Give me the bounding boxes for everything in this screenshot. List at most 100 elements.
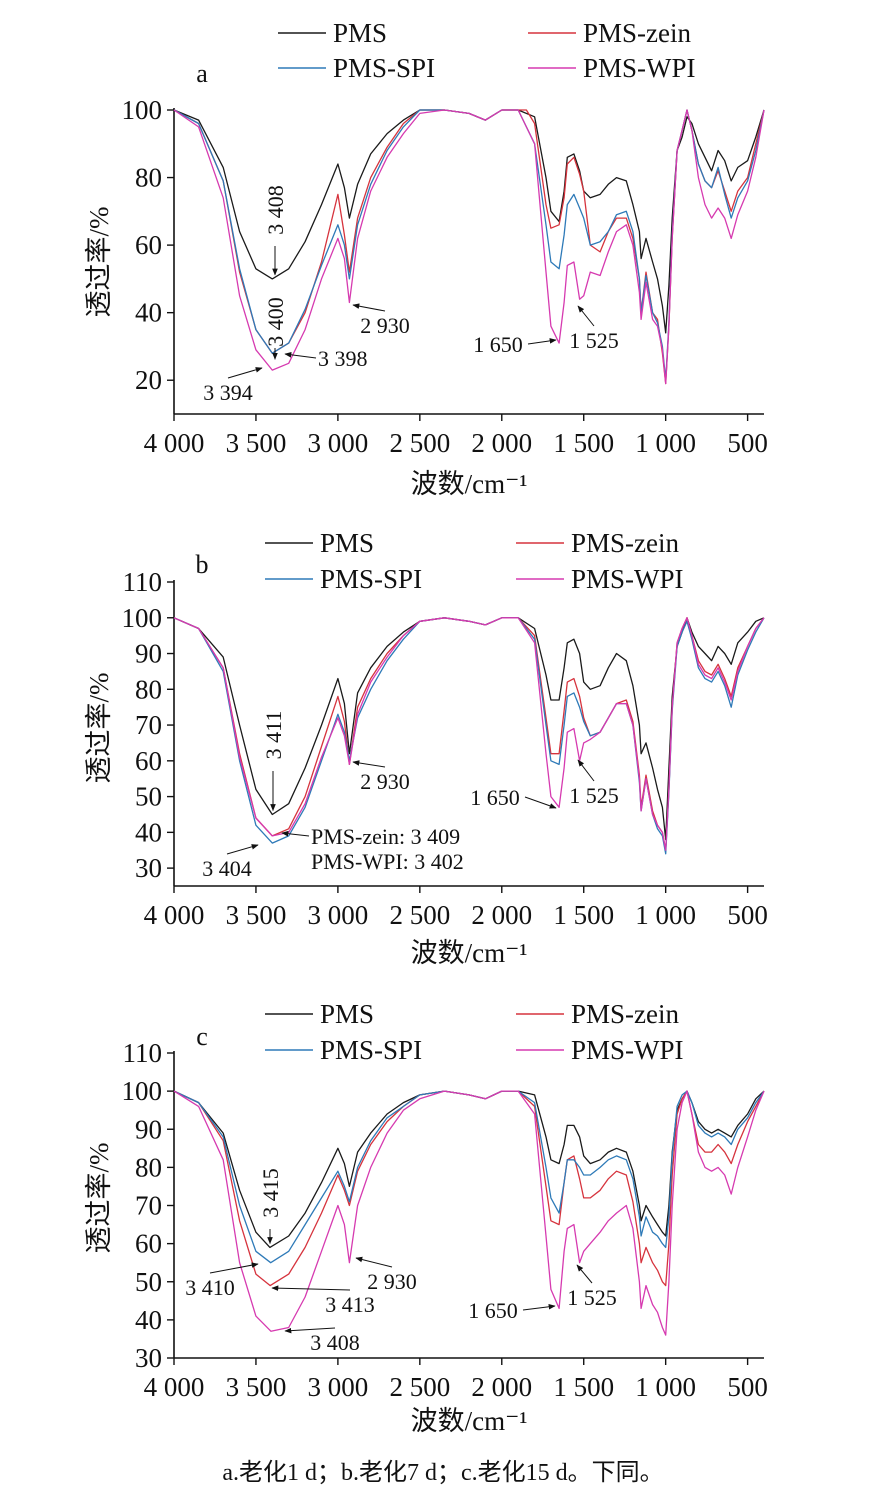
legend-item: PMS-zein [516, 528, 680, 558]
x-tick-label: 3 000 [308, 1372, 369, 1402]
y-tick-label: 50 [135, 1267, 162, 1297]
annotation: 3 413 [271, 1285, 375, 1317]
annotation-label: PMS-zein: 3 409 [311, 824, 460, 849]
legend-item: PMS-SPI [265, 564, 422, 594]
y-tick-label: 110 [123, 567, 163, 597]
legend-label: PMS-SPI [333, 53, 435, 83]
annotation: 3 400 [263, 297, 288, 360]
annotation-label: 1 525 [569, 328, 619, 353]
annotation: 3 410 [185, 1262, 259, 1300]
y-tick-label: 80 [135, 1152, 162, 1182]
y-axis-title: 透过率/% [84, 1143, 114, 1254]
legend-item: PMS [265, 999, 374, 1029]
annotation-arrow [209, 1262, 259, 1274]
y-tick-label: 30 [135, 1343, 162, 1373]
annotation-arrow [355, 1256, 393, 1268]
x-tick-label: 2 000 [471, 428, 532, 458]
annotation-label: 3 411 [261, 711, 286, 760]
annotation-label: 3 413 [325, 1292, 375, 1317]
y-tick-label: 20 [135, 365, 162, 395]
x-tick-label: 4 000 [144, 900, 205, 930]
annotation-arrow [577, 759, 595, 782]
annotation-label: 2 930 [367, 1269, 417, 1294]
annotation-label: 3 398 [318, 346, 368, 371]
annotation-arrow [527, 338, 557, 345]
x-tick-label: 1 000 [635, 900, 696, 930]
legend-item: PMS-SPI [278, 53, 435, 83]
annotation-label: 2 930 [360, 313, 410, 338]
annotation-label: 3 408 [263, 185, 288, 235]
annotation-arrow [281, 830, 310, 837]
x-axis-title: 波数/cm⁻¹ [411, 1406, 528, 1436]
panel-label: a [196, 59, 208, 88]
y-tick-label: 100 [122, 95, 163, 125]
series-line-pms-spi [173, 1090, 765, 1264]
annotation: 2 930 [355, 1256, 417, 1294]
x-tick-label: 1 000 [635, 1372, 696, 1402]
y-tick-label: 60 [135, 746, 162, 776]
y-tick-label: 70 [135, 1191, 162, 1221]
x-tick-label: 3 000 [308, 900, 369, 930]
annotation-arrow [352, 303, 386, 312]
y-tick-label: 30 [135, 853, 162, 883]
x-tick-label: 1 500 [553, 1372, 614, 1402]
x-tick-label: 1 000 [635, 428, 696, 458]
legend-item: PMS-WPI [528, 53, 696, 83]
series-line-pms [173, 617, 765, 841]
annotation-arrow [577, 305, 595, 327]
x-tick-label: 500 [727, 428, 768, 458]
panel-label: c [196, 1022, 208, 1051]
x-tick-label: 500 [727, 1372, 768, 1402]
legend-label: PMS [320, 999, 374, 1029]
annotation-label: 3 408 [310, 1330, 360, 1355]
annotation-label: 3 400 [263, 297, 288, 347]
annotation: PMS-zein: 3 409 [281, 824, 460, 849]
annotation-label: 1 650 [468, 1298, 518, 1323]
legend-item: PMS-WPI [516, 564, 684, 594]
legend-item: PMS [278, 18, 387, 48]
x-tick-label: 3 500 [226, 428, 287, 458]
annotation: 1 650 [470, 785, 557, 810]
y-tick-label: 40 [135, 817, 162, 847]
y-tick-label: 60 [135, 230, 162, 260]
x-tick-label: 2 500 [389, 1372, 450, 1402]
legend-label: PMS-SPI [320, 564, 422, 594]
panel-b: 4 000 3 500 3 000 2 500 2 000 1 500 1 000 500 30… [84, 528, 768, 968]
x-tick-label: 4 000 [144, 1372, 205, 1402]
y-tick-label: 40 [135, 298, 162, 328]
annotation-arrow [284, 1327, 336, 1334]
panel-label: b [196, 550, 209, 579]
annotation-label: 1 525 [567, 1285, 617, 1310]
y-tick-label: 60 [135, 1229, 162, 1259]
y-tick-label: 90 [135, 639, 162, 669]
x-tick-label: 3 500 [226, 900, 287, 930]
legend-item: PMS-SPI [265, 1035, 422, 1065]
annotation-label: PMS-WPI: 3 402 [311, 849, 464, 874]
series-line-pms-spi [173, 617, 765, 855]
series-line-pms-wpi [173, 109, 765, 385]
legend-label: PMS-WPI [571, 1035, 684, 1065]
annotation-arrow [226, 844, 259, 855]
y-tick-label: 110 [123, 1038, 163, 1068]
legend-label: PMS-SPI [320, 1035, 422, 1065]
annotation-arrow [524, 796, 557, 809]
annotation: 3 394 [203, 367, 263, 405]
series-line-pms-wpi [173, 1090, 765, 1336]
x-tick-label: 2 000 [471, 900, 532, 930]
y-tick-label: 40 [135, 1305, 162, 1335]
legend-label: PMS-zein [571, 999, 680, 1029]
annotation: 2 930 [352, 760, 410, 794]
annotation-arrow [227, 367, 263, 379]
y-tick-label: 50 [135, 782, 162, 812]
panel-c: 4 000 3 500 3 000 2 500 2 000 1 500 1 000 500 30… [84, 999, 768, 1436]
annotation-label: 3 410 [185, 1275, 235, 1300]
annotation: 2 930 [352, 303, 410, 338]
annotation: 3 408 [263, 185, 288, 276]
figure-caption: a.老化1 d；b.老化7 d；c.老化15 d。下同。 [222, 1460, 664, 1486]
x-tick-label: 3 000 [308, 428, 369, 458]
x-tick-label: 500 [727, 900, 768, 930]
y-tick-label: 70 [135, 710, 162, 740]
annotation: PMS-WPI: 3 402 [311, 849, 464, 874]
annotation: 1 525 [567, 1264, 617, 1310]
x-tick-label: 2 000 [471, 1372, 532, 1402]
